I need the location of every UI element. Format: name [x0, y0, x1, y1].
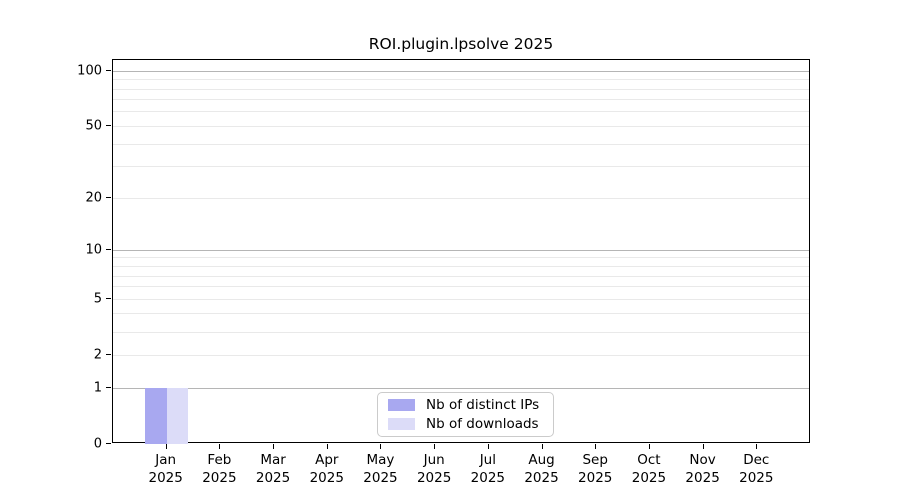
y-tick-mark — [106, 125, 111, 127]
y-tick-mark — [106, 70, 111, 72]
x-tick-label: Dec 2025 — [739, 452, 774, 486]
x-tick-mark — [273, 444, 275, 449]
x-tick-mark — [541, 444, 543, 449]
bar-downloads-jan — [166, 388, 189, 444]
y-tick-label: 0 — [93, 436, 102, 451]
gridline-major — [113, 387, 809, 389]
gridline-minor — [113, 266, 809, 267]
y-tick-mark — [106, 249, 111, 251]
x-tick-mark — [434, 444, 436, 449]
gridline-minor — [113, 143, 809, 145]
legend-label-downloads: Nb of downloads — [426, 415, 539, 432]
x-tick-mark — [326, 444, 328, 449]
gridline-minor — [113, 313, 809, 315]
gridline-minor — [113, 257, 809, 259]
x-tick-label: May 2025 — [363, 452, 398, 486]
legend: Nb of distinct IPs Nb of downloads — [377, 392, 554, 437]
x-tick-mark — [648, 444, 650, 449]
gridline-minor — [113, 111, 809, 113]
x-tick-label: Aug 2025 — [524, 452, 559, 486]
chart-title: ROI.plugin.lpsolve 2025 — [368, 35, 554, 53]
x-tick-label: Oct 2025 — [631, 452, 667, 486]
y-tick-label: 100 — [77, 63, 102, 79]
gridline-minor — [113, 331, 809, 333]
y-tick-label: 1 — [93, 380, 102, 395]
gridline-minor — [113, 88, 809, 90]
x-tick-label: Feb 2025 — [202, 452, 237, 486]
y-tick-mark — [106, 197, 111, 199]
x-tick-mark — [702, 444, 704, 449]
legend-swatch-distinct-ips — [388, 399, 415, 412]
y-tick-label: 2 — [93, 347, 102, 363]
gridline-minor — [113, 275, 809, 277]
gridline-minor — [113, 286, 809, 288]
x-tick-label: Mar 2025 — [255, 452, 291, 486]
x-tick-mark — [380, 444, 382, 449]
y-tick-label: 10 — [85, 242, 102, 258]
y-tick-mark — [106, 387, 111, 388]
bar-distinct-ips-jan — [145, 388, 167, 444]
y-tick-mark — [106, 443, 111, 444]
x-tick-mark — [595, 444, 597, 449]
plot-area — [112, 59, 810, 444]
gridline-major — [113, 70, 809, 72]
gridline-minor — [113, 354, 809, 356]
legend-label-distinct-ips: Nb of distinct IPs — [426, 397, 540, 414]
x-tick-mark — [487, 444, 489, 449]
gridline-minor — [113, 197, 809, 199]
y-tick-label: 5 — [93, 291, 102, 307]
gridline-minor — [113, 298, 809, 300]
x-tick-mark — [219, 444, 221, 449]
x-tick-label: Nov 2025 — [685, 452, 720, 486]
y-tick-mark — [106, 354, 111, 356]
x-tick-mark — [165, 444, 167, 449]
gridline-major — [113, 249, 809, 251]
y-tick-label: 50 — [85, 118, 102, 134]
x-tick-label: Jun 2025 — [416, 452, 452, 486]
gridline-minor — [113, 99, 809, 101]
gridline-minor — [113, 166, 809, 168]
gridline-minor — [113, 79, 809, 81]
y-tick-mark — [106, 298, 111, 300]
legend-item-downloads: Nb of downloads — [378, 415, 553, 432]
x-tick-label: Apr 2025 — [309, 452, 344, 486]
x-tick-label: Jan 2025 — [148, 452, 183, 486]
x-tick-mark — [756, 444, 758, 449]
x-tick-label: Jul 2025 — [470, 452, 506, 486]
x-tick-label: Sep 2025 — [578, 452, 613, 486]
legend-swatch-downloads — [388, 417, 415, 430]
gridline-minor — [113, 125, 809, 127]
y-tick-label: 20 — [85, 190, 102, 206]
legend-item-distinct-ips: Nb of distinct IPs — [378, 397, 553, 414]
